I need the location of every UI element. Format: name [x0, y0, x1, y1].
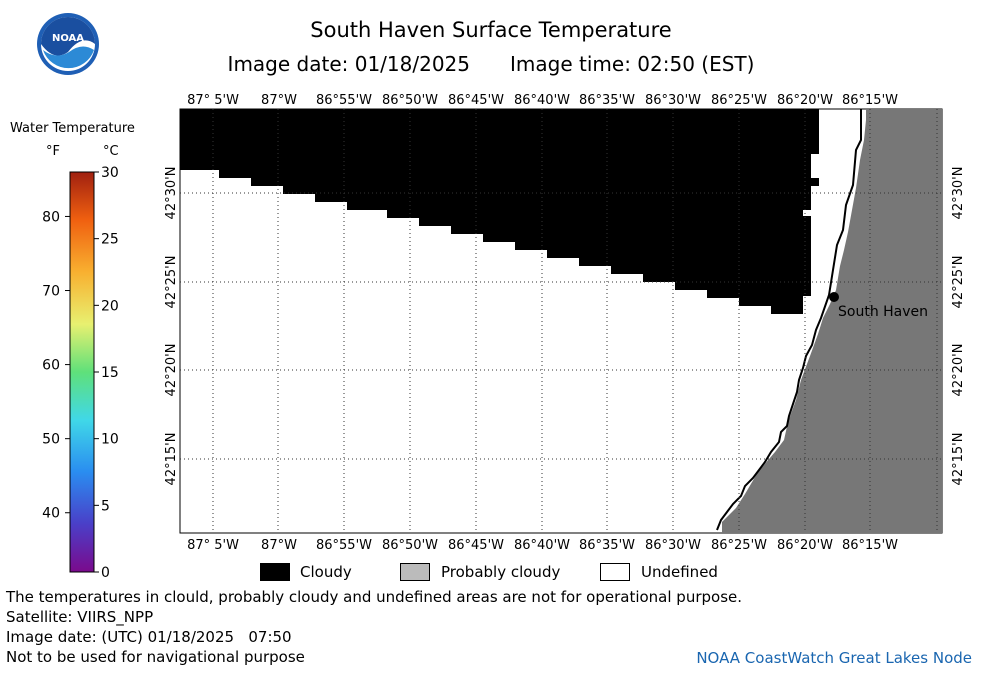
- celsius-tick-label: 5: [101, 498, 110, 514]
- lon-label-top: 86°15'W: [842, 93, 898, 108]
- lon-label-top: 86°30'W: [645, 93, 701, 108]
- celsius-tick-label: 15: [101, 365, 119, 381]
- lon-label-bottom: 86°45'W: [448, 538, 504, 553]
- unit-fahrenheit: °F: [46, 144, 60, 159]
- cloudy-label: Cloudy: [300, 563, 352, 581]
- lon-label-top: 86°20'W: [777, 93, 833, 108]
- lat-label-right: 42°25'N: [951, 256, 966, 309]
- lon-label-bottom: 86°50'W: [382, 538, 438, 553]
- navigation-warning: Not to be used for navigational purpose: [6, 648, 305, 666]
- color-bar: [69, 171, 95, 573]
- image-time-label: Image time: 02:50 (EST): [510, 52, 755, 76]
- image-date-time: Image date: 01/18/2025 Image time: 02:50 …: [0, 52, 982, 76]
- lon-label-bottom: 87° 5'W: [187, 538, 239, 553]
- lon-label-top: 87° 5'W: [187, 93, 239, 108]
- lat-label-left: 42°15'N: [164, 433, 179, 486]
- lon-label-top: 86°25'W: [711, 93, 767, 108]
- lat-label-right: 42°15'N: [951, 433, 966, 486]
- lon-label-bottom: 86°20'W: [777, 538, 833, 553]
- lon-label-bottom: 86°25'W: [711, 538, 767, 553]
- lon-label-top: 86°40'W: [514, 93, 570, 108]
- satellite-text: Satellite: VIIRS_NPP: [6, 608, 154, 626]
- lon-label-bottom: 86°55'W: [316, 538, 372, 553]
- disclaimer-text: The temperatures in clould, probably clo…: [6, 588, 743, 606]
- legend-title: Water Temperature: [10, 121, 135, 136]
- lon-label-top: 86°35'W: [579, 93, 635, 108]
- probably-cloudy-swatch: [400, 563, 430, 581]
- cloud-area: [180, 109, 819, 314]
- noaa-logo-icon: NOAA: [37, 13, 99, 75]
- image-date-label: Image date: 01/18/2025: [227, 52, 471, 76]
- fahrenheit-tick-label: 50: [42, 432, 60, 448]
- utc-date-text: Image date: (UTC) 01/18/2025 07:50: [6, 628, 292, 646]
- lon-label-bottom: 86°30'W: [645, 538, 701, 553]
- logo-text: NOAA: [52, 33, 84, 44]
- fahrenheit-tick-label: 60: [42, 358, 60, 374]
- shoreline: [716, 109, 862, 531]
- page-title: South Haven Surface Temperature: [310, 18, 672, 42]
- fahrenheit-tick-label: 80: [42, 209, 60, 225]
- land-area: [722, 109, 942, 533]
- lon-label-bottom: 87°W: [261, 538, 297, 553]
- unit-celsius: °C: [103, 144, 119, 159]
- celsius-tick-label: 20: [101, 298, 119, 314]
- lat-label-right: 42°20'N: [951, 344, 966, 397]
- celsius-tick-label: 0: [101, 565, 110, 581]
- south-haven-label: South Haven: [838, 304, 928, 320]
- lon-label-bottom: 86°35'W: [579, 538, 635, 553]
- celsius-tick-label: 30: [101, 165, 119, 181]
- celsius-tick-label: 10: [101, 432, 119, 448]
- fahrenheit-tick-label: 70: [42, 284, 60, 300]
- cloudy-swatch: [260, 563, 290, 581]
- credit-text: NOAA CoastWatch Great Lakes Node: [696, 649, 972, 667]
- graticule: [180, 109, 942, 533]
- lon-label-bottom: 86°15'W: [842, 538, 898, 553]
- lon-label-top: 86°45'W: [448, 93, 504, 108]
- lat-label-left: 42°20'N: [164, 344, 179, 397]
- undefined-swatch: [600, 563, 630, 581]
- south-haven-marker-icon: [829, 292, 839, 302]
- lon-label-bottom: 86°40'W: [514, 538, 570, 553]
- lat-label-left: 42°25'N: [164, 256, 179, 309]
- probably-cloudy-label: Probably cloudy: [441, 563, 561, 581]
- lon-label-top: 87°W: [261, 93, 297, 108]
- lat-label-left: 42°30'N: [164, 167, 179, 220]
- undefined-label: Undefined: [641, 563, 718, 581]
- lon-label-top: 86°50'W: [382, 93, 438, 108]
- temperature-map: South Haven 87° 5'W 87°W 86°55'W 86°50'W…: [164, 93, 966, 553]
- lat-label-right: 42°30'N: [951, 167, 966, 220]
- fahrenheit-tick-label: 40: [42, 506, 60, 522]
- lon-label-top: 86°55'W: [316, 93, 372, 108]
- celsius-tick-label: 25: [101, 232, 119, 248]
